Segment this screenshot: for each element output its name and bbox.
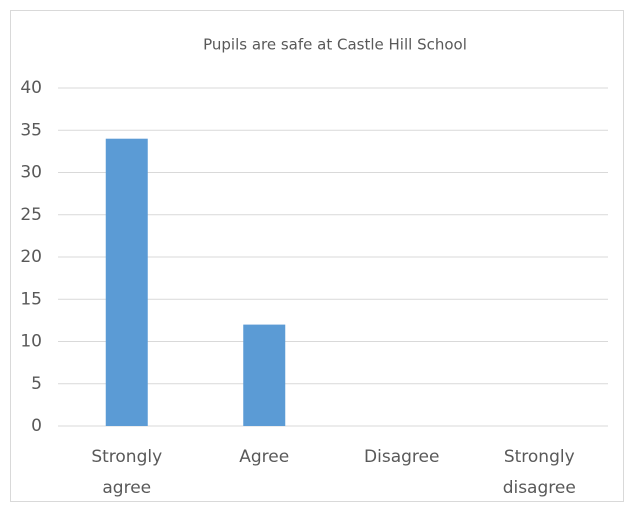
y-tick-label: 25 <box>20 205 42 225</box>
y-tick-label: 40 <box>20 78 42 98</box>
y-tick-label: 20 <box>20 247 42 267</box>
x-tick-label: Strongly agree <box>91 447 163 498</box>
y-tick-label: 30 <box>20 163 42 183</box>
chart-border <box>10 10 624 502</box>
y-tick-label: 35 <box>20 120 42 140</box>
x-tick-label: Strongly disagree <box>502 447 576 498</box>
x-tick-label: Disagree <box>364 447 440 467</box>
y-tick-label: 10 <box>20 332 42 352</box>
y-tick-label: 0 <box>31 416 42 436</box>
bar <box>243 324 286 426</box>
chart-title: Pupils are safe at Castle Hill School <box>203 36 467 54</box>
bar <box>105 138 148 426</box>
y-tick-label: 5 <box>31 374 42 394</box>
y-tick-label: 15 <box>20 289 42 309</box>
x-tick-label: Agree <box>239 447 290 467</box>
